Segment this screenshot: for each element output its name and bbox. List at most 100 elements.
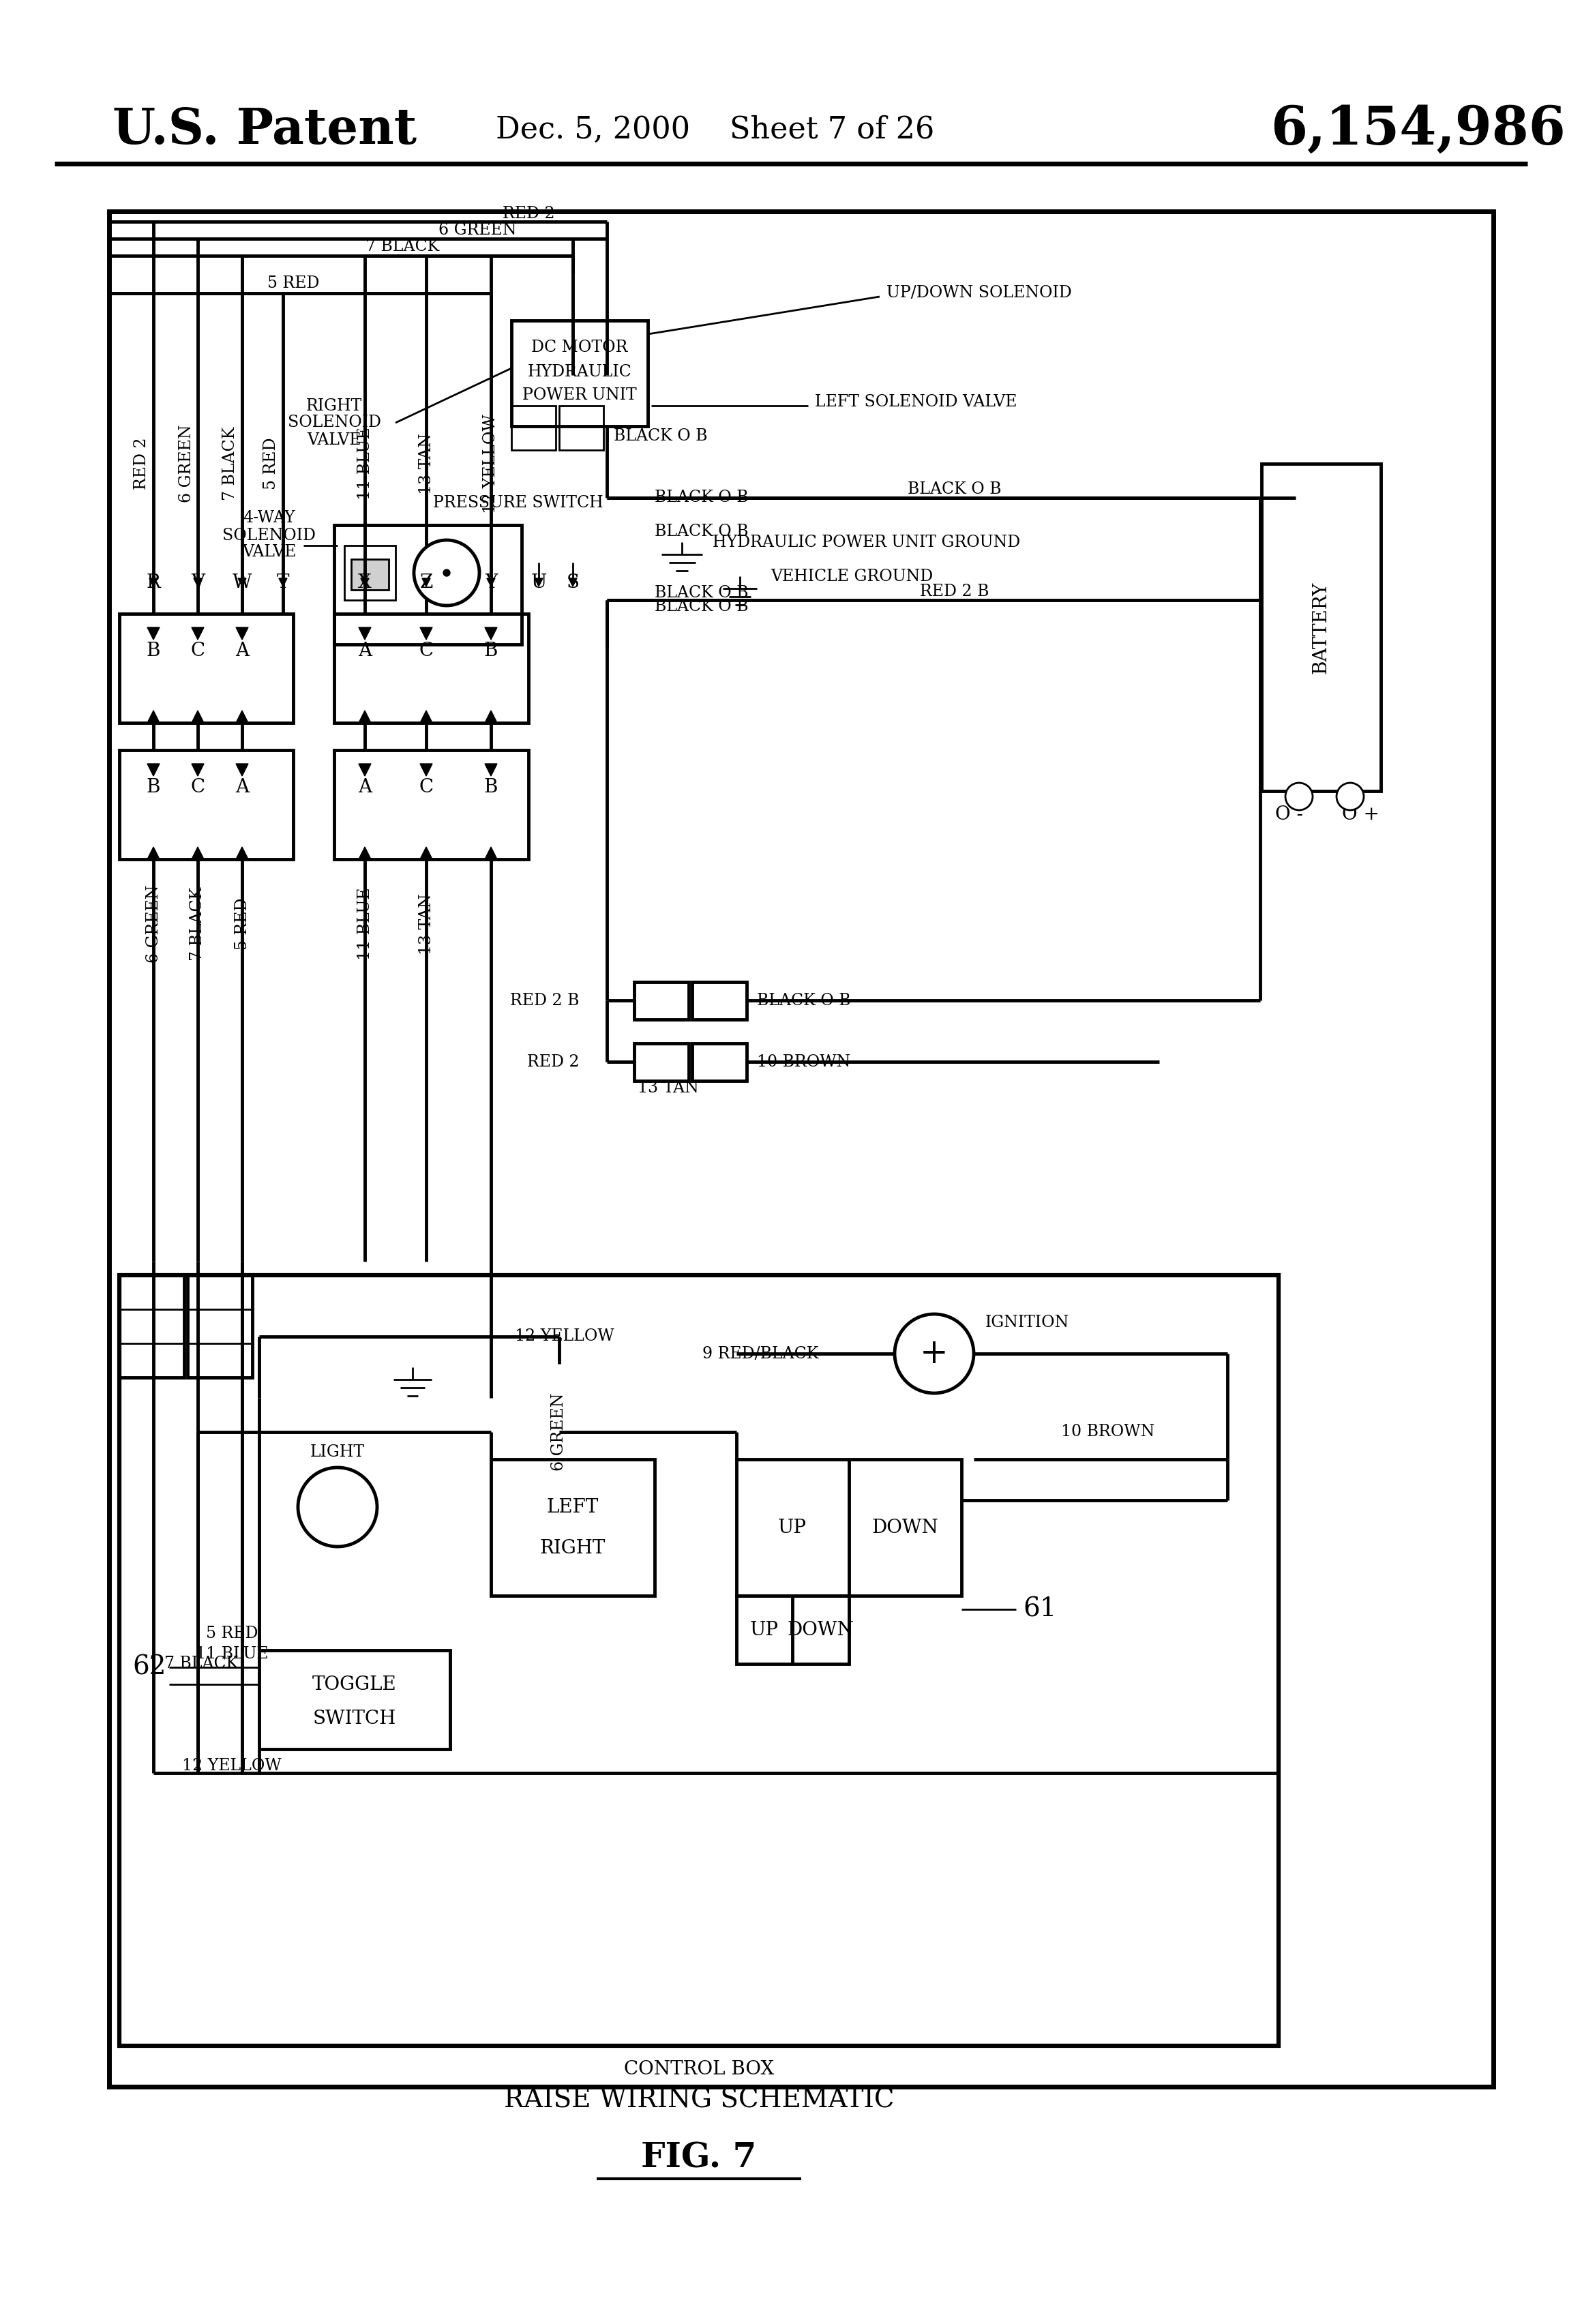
Polygon shape	[149, 579, 158, 586]
Text: RED 2 B: RED 2 B	[921, 583, 989, 600]
Circle shape	[895, 1313, 975, 1392]
Polygon shape	[191, 711, 204, 723]
Bar	[334, 751, 528, 860]
Text: RED 2: RED 2	[503, 205, 555, 221]
Text: LEFT: LEFT	[547, 1499, 600, 1515]
Text: SOLENOID: SOLENOID	[288, 416, 381, 430]
Text: 13 TAN: 13 TAN	[418, 892, 433, 955]
Text: 62: 62	[133, 1655, 166, 1680]
Bar	[737, 1459, 962, 1597]
Text: 6,154,986: 6,154,986	[1270, 105, 1566, 156]
Text: B: B	[484, 779, 498, 797]
Text: SWITCH: SWITCH	[313, 1708, 395, 1727]
Polygon shape	[484, 711, 497, 723]
Bar	[119, 1276, 184, 1378]
Text: 13 TAN: 13 TAN	[638, 1081, 699, 1095]
Bar	[558, 407, 603, 451]
Text: 12 YELLOW: 12 YELLOW	[483, 414, 498, 514]
Text: PRESSURE SWITCH: PRESSURE SWITCH	[433, 495, 603, 511]
Text: CONTROL BOX: CONTROL BOX	[623, 2061, 774, 2080]
Text: VALVE: VALVE	[242, 544, 296, 560]
Text: POWER UNIT: POWER UNIT	[522, 388, 638, 404]
Text: BLACK O B: BLACK O B	[655, 586, 748, 602]
Text: 12 YELLOW: 12 YELLOW	[182, 1759, 282, 1773]
Bar	[1261, 465, 1381, 790]
Polygon shape	[487, 579, 495, 586]
Text: LIGHT: LIGHT	[310, 1446, 365, 1459]
Text: Sheet 7 of 26: Sheet 7 of 26	[729, 114, 935, 144]
Text: BLACK O B: BLACK O B	[614, 428, 707, 444]
Polygon shape	[359, 711, 370, 723]
Text: RED 2 B: RED 2 B	[511, 992, 579, 1009]
Bar	[259, 1650, 449, 1750]
Circle shape	[414, 539, 479, 607]
Text: 11 BLUE: 11 BLUE	[196, 1645, 269, 1662]
Text: 11 BLUE: 11 BLUE	[358, 428, 373, 500]
Text: 12 YELLOW: 12 YELLOW	[514, 1329, 614, 1343]
Text: BLACK O B: BLACK O B	[655, 490, 748, 507]
Text: Dec. 5, 2000: Dec. 5, 2000	[497, 114, 690, 144]
Text: 11 BLUE: 11 BLUE	[358, 888, 373, 960]
Text: U.S. Patent: U.S. Patent	[112, 105, 416, 153]
Text: 61: 61	[1024, 1597, 1057, 1622]
Text: Y: Y	[484, 574, 497, 593]
Text: 7 BLACK: 7 BLACK	[365, 239, 440, 256]
Bar	[188, 1276, 252, 1378]
Text: C: C	[190, 779, 206, 797]
Text: Z: Z	[419, 574, 433, 593]
Text: R: R	[146, 574, 160, 593]
Text: 6 GREEN: 6 GREEN	[179, 425, 195, 502]
Text: S: S	[566, 574, 579, 593]
Text: UP: UP	[778, 1518, 807, 1536]
Bar	[490, 1459, 655, 1597]
Text: O +: O +	[1342, 806, 1380, 825]
Text: C: C	[190, 641, 206, 660]
Text: W: W	[233, 574, 252, 593]
Text: A: A	[358, 779, 372, 797]
Text: VALVE: VALVE	[307, 432, 361, 449]
Polygon shape	[191, 627, 204, 639]
Polygon shape	[484, 846, 497, 860]
Text: 6 GREEN: 6 GREEN	[551, 1392, 566, 1471]
Bar	[334, 614, 528, 723]
Text: DOWN: DOWN	[872, 1518, 938, 1536]
Text: +: +	[921, 1336, 949, 1371]
Text: HYDRAULIC: HYDRAULIC	[527, 365, 631, 379]
Text: 5 RED: 5 RED	[234, 897, 250, 951]
Text: 9 RED/BLACK: 9 RED/BLACK	[702, 1346, 818, 1362]
Polygon shape	[535, 579, 543, 586]
Bar	[119, 1276, 1278, 2045]
Polygon shape	[359, 765, 370, 776]
Text: LEFT SOLENOID VALVE: LEFT SOLENOID VALVE	[815, 395, 1017, 409]
Text: X: X	[358, 574, 372, 593]
Bar	[119, 614, 293, 723]
Polygon shape	[193, 579, 202, 586]
Polygon shape	[361, 579, 369, 586]
Text: DOWN: DOWN	[786, 1620, 854, 1638]
Circle shape	[1285, 783, 1313, 811]
Polygon shape	[236, 711, 248, 723]
Text: 13 TAN: 13 TAN	[418, 432, 433, 495]
Bar	[511, 321, 647, 425]
Text: V: V	[191, 574, 204, 593]
Text: C: C	[419, 779, 433, 797]
Bar	[351, 560, 389, 590]
Text: T: T	[277, 574, 290, 593]
Text: IGNITION: IGNITION	[986, 1315, 1069, 1332]
Text: B: B	[147, 779, 160, 797]
Circle shape	[443, 569, 449, 576]
Polygon shape	[278, 579, 286, 586]
Polygon shape	[236, 846, 248, 860]
Text: 6 GREEN: 6 GREEN	[146, 885, 161, 962]
Text: DC MOTOR: DC MOTOR	[532, 339, 628, 356]
Text: 5 RED: 5 RED	[206, 1624, 258, 1641]
Text: RIGHT: RIGHT	[305, 397, 362, 414]
Text: 6 GREEN: 6 GREEN	[438, 223, 516, 237]
Text: 7 BLACK: 7 BLACK	[190, 888, 206, 960]
Text: BATTERY: BATTERY	[1311, 581, 1330, 674]
Bar	[511, 407, 555, 451]
Text: VEHICLE GROUND: VEHICLE GROUND	[770, 569, 933, 583]
Bar	[109, 211, 1493, 2087]
Text: SOLENOID: SOLENOID	[223, 528, 316, 544]
Text: UP/DOWN SOLENOID: UP/DOWN SOLENOID	[886, 286, 1071, 302]
